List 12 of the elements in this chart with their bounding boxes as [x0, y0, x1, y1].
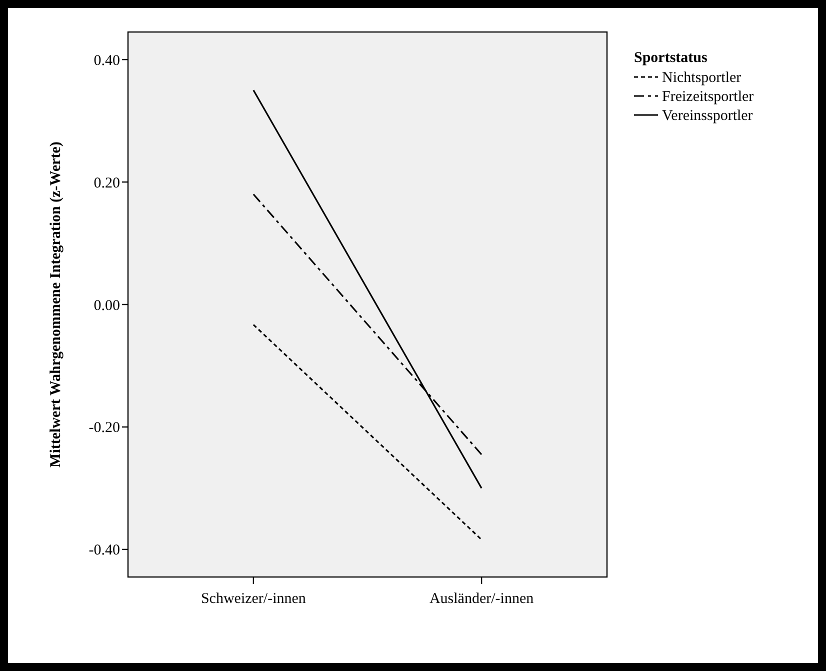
legend-title: Sportstatus	[634, 50, 708, 66]
legend-label: Freizeitsportler	[662, 89, 754, 105]
y-tick-label: -0.20	[88, 420, 120, 436]
legend-label: Vereinssportler	[662, 108, 753, 124]
y-tick-label: 0.20	[94, 175, 120, 192]
legend-label: Nichtsportler	[662, 70, 742, 86]
y-tick-label: 0.40	[94, 52, 120, 69]
y-axis-title: Mittelwert Wahrgenommene Integration (z-Werte)	[48, 142, 64, 468]
y-tick-label: -0.40	[88, 542, 120, 559]
x-tick-label: Schweizer/-innen	[200, 591, 306, 607]
y-tick-label: 0.00	[94, 298, 120, 314]
x-tick-label: Ausländer/-innen	[429, 591, 534, 607]
